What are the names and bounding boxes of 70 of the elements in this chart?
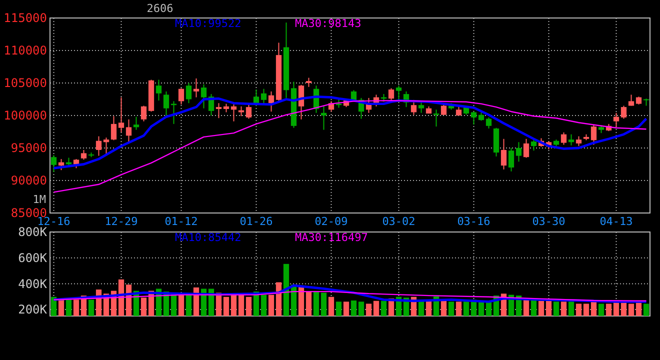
- y-tick-label: 100000: [4, 108, 47, 123]
- candlestick: [388, 88, 394, 100]
- candlestick: [58, 158, 64, 171]
- candlestick: [200, 84, 207, 109]
- y-tick-label: 115000: [4, 11, 47, 26]
- x-tick-label: 12-29: [104, 215, 138, 228]
- candlestick: [306, 77, 312, 88]
- text: MA10:99522: [175, 17, 242, 30]
- candlestick: [238, 106, 244, 117]
- candlestick: [523, 138, 530, 158]
- candlestick: [560, 132, 567, 146]
- candlestick: [433, 109, 440, 128]
- x-tick-label: 03-16: [457, 215, 490, 228]
- candlestick: [186, 82, 192, 104]
- chart-title: 2606: [146, 2, 174, 15]
- candlestick: [530, 139, 537, 152]
- x-tick-label: 03-02: [382, 215, 416, 228]
- candlestick: [470, 111, 477, 126]
- candlestick: [96, 136, 102, 156]
- candlestick: [156, 79, 162, 102]
- candlestick: [628, 94, 634, 106]
- line-series: [53, 100, 647, 193]
- line-series: [52, 284, 648, 303]
- candlestick: [613, 112, 620, 128]
- y-tick-label: 400K: [18, 276, 48, 291]
- x-tick-label: 01-12: [164, 215, 198, 228]
- candlestick: [216, 102, 222, 119]
- x-tick-label: 01-26: [240, 215, 273, 228]
- text: MA30:98143: [295, 17, 362, 30]
- x-tick-label: 04-13: [600, 215, 633, 228]
- text: MA10:85442: [175, 231, 242, 244]
- candlestick: [103, 137, 110, 155]
- line-series: [53, 290, 647, 302]
- candlestick: [590, 124, 597, 146]
- candlestick: [110, 116, 117, 141]
- y-tick-label: 105000: [4, 76, 47, 90]
- candlestick: [643, 98, 650, 106]
- candlestick: [178, 88, 184, 105]
- candlestick: [568, 134, 574, 146]
- y-tick-label: 200K: [18, 302, 48, 317]
- y-tick-label: 90000: [10, 174, 47, 188]
- candlestick: [246, 103, 252, 120]
- candlestick: [500, 138, 507, 170]
- candlestick: [268, 90, 274, 112]
- candlestick: [396, 85, 402, 102]
- candlestick: [126, 118, 132, 143]
- candlestick: [50, 154, 57, 173]
- candlestick: [508, 148, 514, 172]
- y-tick-label: 110000: [4, 44, 47, 58]
- y-tick-label: 600K: [18, 251, 48, 266]
- candlestick: [230, 104, 237, 122]
- candlestick: [118, 96, 124, 133]
- x-tick-label: 03-30: [532, 215, 566, 228]
- text: MA30:116497: [295, 231, 368, 244]
- text: 1M: [32, 193, 46, 206]
- candlestick: [320, 105, 327, 130]
- candlestick: [516, 142, 522, 162]
- y-tick-label: 95000: [10, 141, 47, 156]
- candlestick: [80, 149, 87, 160]
- y-tick-label: 800K: [18, 225, 48, 240]
- candlestick: [418, 100, 424, 114]
- candlestick: [620, 105, 627, 120]
- candlestick: [140, 105, 147, 122]
- candlestick: [163, 90, 170, 116]
- candlestick: [576, 136, 582, 147]
- candlestick: [133, 116, 140, 130]
- candlestick: [193, 78, 200, 98]
- candlestick: [486, 116, 492, 129]
- x-tick-label: 02-09: [314, 215, 348, 228]
- candlestick: [260, 88, 267, 104]
